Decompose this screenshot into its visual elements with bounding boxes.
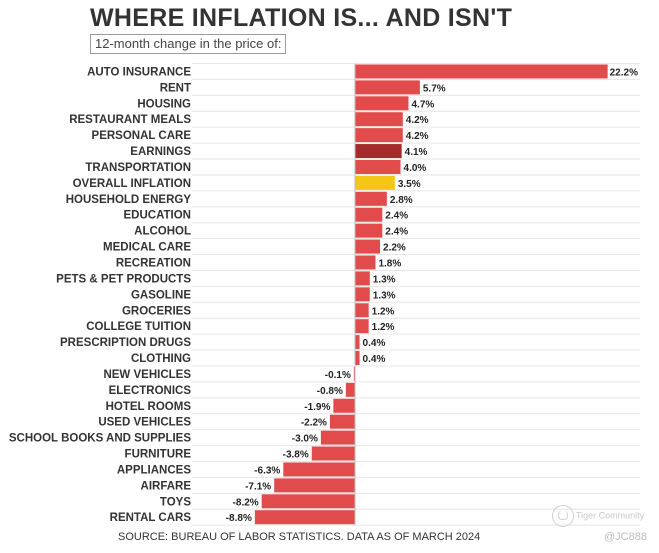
category-label: PRESCRIPTION DRUGS <box>60 337 191 349</box>
bar <box>274 478 355 493</box>
category-label: SCHOOL BOOKS AND SUPPLIES <box>9 433 191 445</box>
bar <box>355 112 403 127</box>
bar <box>355 159 401 174</box>
bar <box>355 335 360 350</box>
plot-area <box>192 62 640 527</box>
category-label: EARNINGS <box>130 146 191 158</box>
category-label: TRANSPORTATION <box>85 162 191 174</box>
bar <box>355 271 370 286</box>
value-label: 3.5% <box>398 179 421 190</box>
watermark-handle: @JC888 <box>604 531 647 543</box>
category-label: RECREATION <box>116 258 191 270</box>
value-label: -3.8% <box>283 450 309 461</box>
category-label: RENTAL CARS <box>110 512 192 524</box>
category-label: AIRFARE <box>141 480 192 492</box>
category-label: HOUSING <box>137 98 191 110</box>
tiger-logo-icon <box>552 505 574 527</box>
chart-title: WHERE INFLATION IS... AND ISN'T <box>90 4 513 32</box>
bar <box>355 64 608 79</box>
category-label: APPLIANCES <box>117 464 191 476</box>
bar <box>355 191 387 206</box>
bar <box>254 510 355 525</box>
category-label: RESTAURANT MEALS <box>69 114 191 126</box>
source-note: SOURCE: BUREAU OF LABOR STATISTICS. DATA… <box>118 531 481 543</box>
value-label: -7.1% <box>245 481 271 492</box>
category-label: GROCERIES <box>122 305 191 317</box>
bar <box>283 462 355 477</box>
category-label: EDUCATION <box>123 210 191 222</box>
value-label: 4.2% <box>406 115 429 126</box>
bar <box>355 144 402 159</box>
value-label: -1.9% <box>304 402 330 413</box>
bar <box>355 175 395 190</box>
chart-subtitle: 12-month change in the price of: <box>90 34 287 54</box>
value-label: -6.3% <box>254 465 280 476</box>
category-label: RENT <box>160 82 191 94</box>
value-label: 1.2% <box>372 306 395 317</box>
value-label: 1.3% <box>373 274 396 285</box>
category-label: FURNITURE <box>125 449 192 461</box>
value-label: -3.0% <box>292 434 318 445</box>
category-label: PERSONAL CARE <box>92 130 192 142</box>
value-label: 4.1% <box>405 147 428 158</box>
value-label: 0.4% <box>363 338 386 349</box>
value-label: 4.7% <box>411 99 434 110</box>
category-label: HOUSEHOLD ENERGY <box>66 194 192 206</box>
category-label: PETS & PET PRODUCTS <box>56 273 191 285</box>
bar <box>320 430 355 445</box>
value-label: 0.4% <box>363 354 386 365</box>
bar <box>355 351 360 366</box>
category-label: USED VEHICLES <box>98 417 191 429</box>
value-label: 1.2% <box>372 322 395 333</box>
bar <box>355 207 383 222</box>
bar <box>355 239 381 254</box>
category-label: AUTO INSURANCE <box>87 66 191 78</box>
category-label: MEDICAL CARE <box>103 242 191 254</box>
category-label: COLLEGE TUITION <box>86 321 191 333</box>
bar <box>355 96 409 111</box>
value-label: 1.3% <box>373 290 396 301</box>
bar <box>355 80 420 95</box>
value-label: -2.2% <box>301 418 327 429</box>
bar <box>353 366 355 381</box>
bar <box>355 223 383 238</box>
category-label: HOTEL ROOMS <box>106 401 192 413</box>
category-label: GASOLINE <box>131 289 191 301</box>
value-label: -0.1% <box>325 370 351 381</box>
value-label: 4.0% <box>404 163 427 174</box>
category-label: ALCOHOL <box>134 226 191 238</box>
value-label: 1.8% <box>378 259 401 270</box>
bar <box>355 303 369 318</box>
value-label: 22.2% <box>610 67 638 78</box>
bar <box>261 494 355 509</box>
value-label: -8.8% <box>226 513 252 524</box>
value-label: 2.4% <box>385 211 408 222</box>
category-label: TOYS <box>160 496 191 508</box>
bar <box>333 398 355 413</box>
category-label: NEW VEHICLES <box>103 369 191 381</box>
bar <box>329 414 355 429</box>
bar <box>355 319 369 334</box>
category-label: ELECTRONICS <box>109 385 192 397</box>
category-label: OVERALL INFLATION <box>73 178 191 190</box>
bar <box>311 446 355 461</box>
bar <box>355 287 370 302</box>
value-label: 4.2% <box>406 131 429 142</box>
bar <box>345 382 355 397</box>
category-label: CLOTHING <box>131 353 191 365</box>
bar <box>355 128 403 143</box>
value-label: 2.2% <box>383 243 406 254</box>
watermark-brand: Tiger Community <box>576 510 645 521</box>
value-label: -8.2% <box>233 497 259 508</box>
bar <box>355 255 376 270</box>
value-label: -0.8% <box>317 386 343 397</box>
value-label: 2.8% <box>390 195 413 206</box>
value-label: 2.4% <box>385 227 408 238</box>
value-label: 5.7% <box>423 83 446 94</box>
watermark: Tiger Community <box>552 505 644 527</box>
